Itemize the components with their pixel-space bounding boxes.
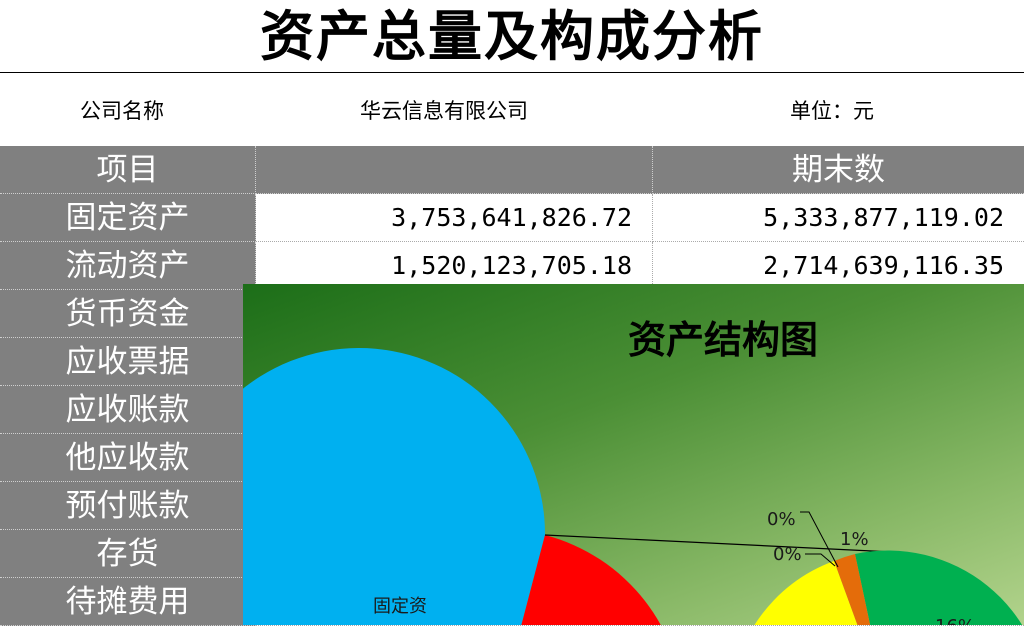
row-item[interactable]: 固定资产 xyxy=(0,194,256,242)
row-begin-value[interactable]: 3,753,641,826.72 xyxy=(256,194,653,242)
row-item[interactable]: 他应收款 xyxy=(0,434,256,482)
row-item[interactable]: 预付账款 xyxy=(0,482,256,530)
detail-label-1pct: 1% xyxy=(840,529,869,550)
detail-slice-green[interactable] xyxy=(855,550,1024,625)
header-end[interactable]: 期末数 xyxy=(653,146,1024,194)
pie-connector-line xyxy=(544,534,894,553)
label-leader-line xyxy=(800,511,839,568)
row-item[interactable]: 存货 xyxy=(0,530,256,578)
header-begin[interactable] xyxy=(256,146,653,194)
pie-slice-current-assets[interactable] xyxy=(498,535,684,625)
detail-slice-yellow[interactable] xyxy=(730,561,888,625)
row-item[interactable]: 货币资金 xyxy=(0,290,256,338)
main-pie-label: 固定资 xyxy=(373,596,427,617)
header-item[interactable]: 项目 xyxy=(0,146,256,194)
company-label: 公司名称 xyxy=(80,99,164,123)
company-name: 华云信息有限公司 xyxy=(360,99,528,123)
table-header-row: 项目 期末数 xyxy=(0,146,1024,194)
detail-label-16pct: 16% xyxy=(935,616,975,625)
pie-slice-fixed-assets[interactable] xyxy=(243,348,546,625)
detail-label-0pct-b: 0% xyxy=(773,544,802,565)
row-begin-value[interactable]: 1,520,123,705.18 xyxy=(256,242,653,290)
detail-label-0pct-a: 0% xyxy=(767,509,796,530)
table-row: 流动资产 1,520,123,705.18 2,714,639,116.35 xyxy=(0,242,1024,290)
detail-slice-orange[interactable] xyxy=(834,554,888,625)
chart-plot: 固定资 0% 1% 0% 16% xyxy=(243,348,1024,625)
asset-structure-chart[interactable]: 资产结构图 固定资 0% 1% 0% 16% xyxy=(243,284,1024,625)
unit-label: 单位：元 xyxy=(790,99,874,123)
label-leader-line xyxy=(805,553,836,567)
row-item[interactable]: 待摊费用 xyxy=(0,578,256,626)
chart-title: 资产结构图 xyxy=(628,317,819,362)
page-title: 资产总量及构成分析 xyxy=(0,0,1024,73)
row-item[interactable]: 应收账款 xyxy=(0,386,256,434)
table-row: 应收账款 xyxy=(0,386,1024,434)
row-end-value[interactable]: 2,714,639,116.35 xyxy=(653,242,1024,290)
table-row: 货币资金 xyxy=(0,290,1024,338)
row-end-value[interactable]: 5,333,877,119.02 xyxy=(653,194,1024,242)
table-row: 固定资产 3,753,641,826.72 5,333,877,119.02 xyxy=(0,194,1024,242)
row-item[interactable]: 流动资产 xyxy=(0,242,256,290)
row-item[interactable]: 应收票据 xyxy=(0,338,256,386)
table-row: 预付账款 xyxy=(0,482,1024,530)
